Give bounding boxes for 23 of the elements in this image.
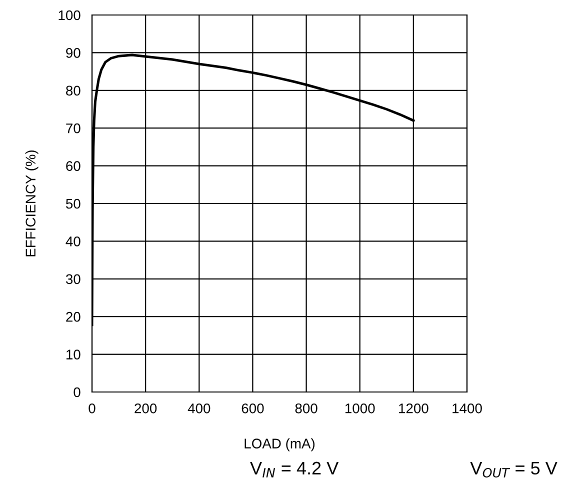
- y-tick-label: 30: [66, 274, 80, 284]
- y-tick-label: 10: [66, 350, 80, 360]
- y-tick-label: 20: [66, 312, 80, 322]
- x-axis-title: LOAD (mA): [244, 438, 315, 452]
- y-tick-label: 100: [58, 10, 80, 20]
- text: V$_{OUT}$ = 5 V: [470, 462, 558, 478]
- text: V$_{IN}$ = 4.2 V: [250, 462, 339, 478]
- y-tick-label: 90: [66, 48, 80, 58]
- y-tick-label: 50: [66, 198, 80, 209]
- y-tick-label: 0: [74, 387, 80, 398]
- y-tick-label: 40: [66, 236, 80, 246]
- y-axis-title: EFFICIENCY (%): [25, 150, 38, 256]
- x-tick-label: 1200: [399, 403, 428, 414]
- y-tick-label: 70: [66, 123, 80, 134]
- x-tick-label: 800: [295, 403, 318, 414]
- x-tick-label: 400: [188, 403, 210, 414]
- y-tick-label: 60: [66, 161, 80, 171]
- x-tick-label: 1000: [345, 403, 375, 414]
- y-tick-label: 80: [66, 86, 80, 96]
- x-tick-label: 200: [134, 403, 157, 414]
- x-tick-label: 0: [88, 403, 96, 414]
- x-tick-label: 1400: [452, 403, 482, 414]
- x-tick-label: 600: [242, 403, 264, 414]
